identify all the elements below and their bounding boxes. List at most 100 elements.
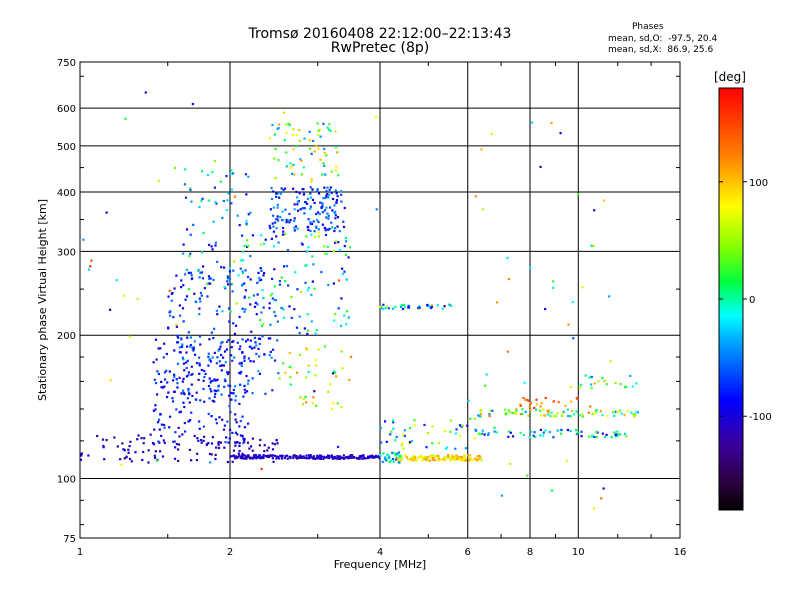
data-point — [240, 259, 243, 262]
data-point — [218, 360, 221, 363]
data-point — [176, 334, 179, 337]
data-point — [309, 186, 312, 189]
data-point — [339, 456, 342, 459]
data-point — [302, 166, 305, 169]
data-point — [219, 364, 222, 367]
data-point — [196, 437, 199, 440]
data-point — [293, 217, 296, 220]
data-point — [460, 458, 463, 461]
data-point — [234, 444, 237, 447]
data-point — [301, 207, 304, 210]
data-point — [293, 208, 296, 211]
data-point — [266, 449, 269, 452]
data-point — [299, 454, 302, 457]
data-point — [522, 396, 525, 400]
data-point — [288, 123, 291, 126]
data-point — [308, 139, 311, 142]
data-point — [129, 440, 132, 443]
data-point — [306, 329, 310, 332]
data-point — [167, 391, 170, 394]
data-point — [239, 419, 242, 423]
data-point — [331, 209, 334, 212]
data-point — [437, 457, 441, 460]
data-point — [227, 307, 231, 310]
data-point — [120, 463, 123, 466]
data-point — [263, 242, 266, 245]
data-point — [507, 409, 510, 412]
data-point — [207, 355, 210, 358]
data-point — [308, 147, 312, 150]
data-point — [308, 457, 311, 460]
data-point — [210, 453, 213, 456]
data-point — [352, 456, 356, 459]
data-point — [430, 305, 433, 309]
data-point — [181, 389, 185, 392]
data-point — [556, 429, 559, 432]
data-point — [127, 451, 130, 454]
data-point — [189, 271, 193, 274]
data-point — [417, 306, 420, 310]
data-point — [292, 456, 295, 460]
data-point — [504, 408, 507, 411]
data-point — [317, 129, 320, 132]
data-point — [173, 390, 176, 393]
data-point — [228, 404, 231, 407]
data-point — [276, 320, 279, 323]
data-point — [333, 204, 336, 207]
data-point — [230, 188, 233, 191]
data-point — [580, 430, 583, 433]
data-point — [188, 393, 191, 396]
data-point — [311, 139, 315, 143]
data-point — [246, 338, 249, 341]
data-point — [326, 192, 329, 196]
data-point — [199, 291, 203, 295]
data-point — [343, 457, 346, 460]
data-point — [167, 295, 170, 298]
data-point — [385, 459, 388, 462]
data-point — [283, 280, 287, 283]
data-point — [258, 355, 261, 358]
data-point — [180, 345, 184, 348]
data-point — [446, 456, 450, 459]
data-point — [242, 442, 245, 445]
data-point — [309, 192, 312, 195]
data-point — [405, 456, 408, 459]
data-point — [460, 425, 463, 428]
data-point — [264, 392, 267, 395]
data-point — [332, 402, 335, 405]
data-point — [261, 289, 264, 292]
data-point — [298, 315, 301, 318]
data-point — [273, 133, 276, 136]
data-point — [254, 301, 257, 304]
data-point — [243, 359, 246, 362]
data-point — [374, 115, 377, 119]
data-point — [552, 286, 555, 289]
data-point — [276, 215, 279, 218]
data-point — [235, 302, 238, 305]
data-point — [589, 405, 592, 408]
data-point — [351, 456, 354, 459]
data-point — [312, 220, 315, 223]
data-point — [254, 341, 257, 344]
data-point — [581, 286, 584, 289]
data-point — [198, 372, 201, 375]
data-point — [271, 448, 275, 451]
data-point — [275, 457, 278, 460]
data-point — [301, 243, 304, 246]
data-point — [236, 441, 239, 444]
data-point — [223, 378, 226, 381]
stats-title: Phases — [632, 22, 664, 32]
data-point — [160, 423, 164, 426]
data-point — [483, 433, 486, 436]
data-point — [291, 165, 294, 168]
data-point — [185, 228, 189, 231]
data-point — [183, 369, 186, 372]
data-point — [340, 406, 343, 409]
data-point — [480, 459, 483, 462]
data-point — [609, 360, 612, 363]
data-point — [182, 252, 185, 255]
data-point — [176, 362, 180, 365]
data-point — [310, 233, 313, 236]
data-point — [245, 455, 248, 458]
data-point — [229, 411, 232, 414]
